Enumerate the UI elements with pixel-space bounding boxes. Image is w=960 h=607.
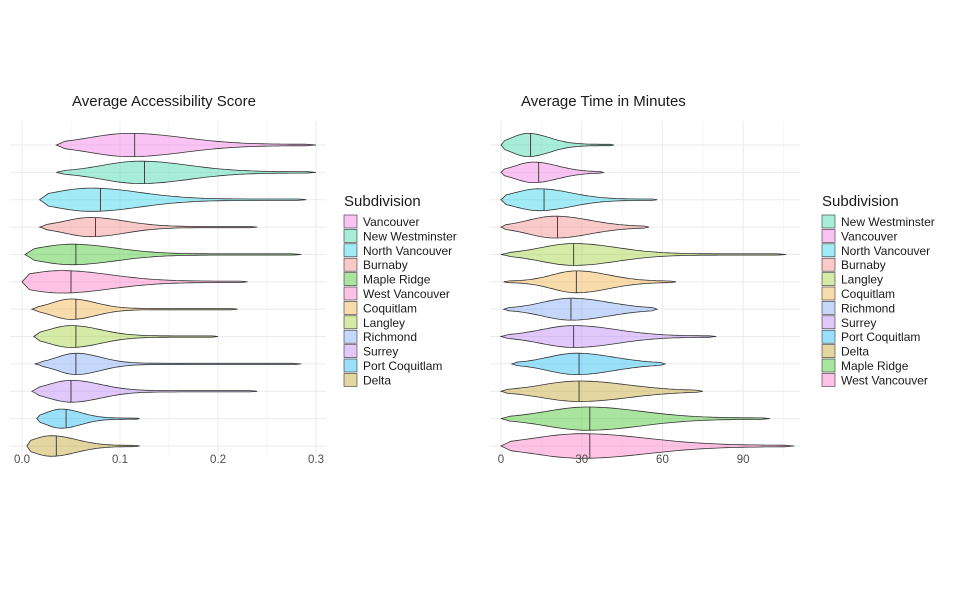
legend-label-surrey: Surrey [363, 345, 398, 359]
legend-swatch-surrey [343, 344, 358, 358]
legend-swatch-port-coquitlam [821, 329, 836, 344]
violin-north-vancouver [500, 188, 658, 212]
legend-swatch-delta [821, 344, 836, 358]
legend-label-delta: Delta [841, 345, 869, 359]
legend-label-coquitlam: Coquitlam [363, 301, 417, 315]
violin-new-westminster [500, 133, 615, 157]
legend-label-coquitlam: Coquitlam [841, 287, 895, 301]
violin-coquitlam [30, 298, 238, 320]
violin-langley [33, 325, 219, 348]
time-x-axis: 0 30 60 90 [498, 454, 750, 466]
violin-delta [26, 435, 140, 457]
violin-west-vancouver [500, 433, 795, 459]
x-tick-label: 0 [498, 454, 504, 466]
violin-surrey [499, 325, 717, 348]
legend-label-langley: Langley [363, 316, 405, 330]
legend-swatch-maple-ridge [343, 272, 358, 286]
legend-swatch-new-westminster [821, 214, 836, 229]
violin-langley [500, 243, 787, 266]
legend-label-delta: Delta [363, 373, 391, 387]
legend-swatch-west-vancouver [343, 286, 358, 301]
violin-west-vancouver [21, 270, 248, 294]
time-minutes-panel: Average Time in Minutes 0 30 60 90 Subdivis… [490, 93, 935, 466]
legend-title: Subdivision [822, 193, 899, 210]
legend-label-vancouver: Vancouver [841, 229, 897, 243]
legend-label-port-coquitlam: Port Coquitlam [841, 330, 920, 344]
legend-title: Subdivision [344, 193, 421, 210]
accessibility-chart-title: Average Accessibility Score [72, 93, 256, 110]
legend-label-surrey: Surrey [841, 316, 876, 330]
violin-new-westminster [56, 160, 317, 184]
legend-label-vancouver: Vancouver [363, 215, 419, 229]
legend-swatch-delta [343, 373, 358, 387]
violin-surrey [30, 380, 258, 403]
violin-burnaby [500, 215, 650, 239]
violin-delta [499, 380, 703, 402]
violin-coquitlam [503, 270, 676, 294]
legend-swatch-north-vancouver [343, 243, 358, 258]
legend-swatch-richmond [343, 329, 358, 344]
violin-port-coquitlam [510, 352, 667, 375]
legend-swatch-burnaby [821, 257, 836, 272]
violin-richmond [502, 297, 659, 321]
accessibility-grid [10, 121, 326, 456]
violin-vancouver [55, 133, 317, 157]
violin-maple-ridge [500, 406, 771, 431]
legend-swatch-burnaby [343, 257, 358, 272]
x-tick-label: 0.3 [308, 454, 324, 466]
legend-swatch-north-vancouver [821, 243, 836, 258]
violin-port-coquitlam [36, 408, 140, 429]
legend-label-north-vancouver: North Vancouver [841, 244, 930, 258]
legend-label-north-vancouver: North Vancouver [363, 244, 452, 258]
violin-maple-ridge [24, 243, 302, 266]
legend-swatch-port-coquitlam [343, 358, 358, 373]
legend-label-new-westminster: New Westminster [363, 229, 457, 243]
legend-swatch-new-westminster [343, 229, 358, 243]
legend-swatch-west-vancouver [821, 373, 836, 387]
legend-label-burnaby: Burnaby [841, 258, 886, 272]
legend-swatch-maple-ridge [821, 358, 836, 373]
legend-swatch-langley [821, 272, 836, 286]
time-legend: Subdivision New WestminsterVancouverNorth… [821, 193, 935, 387]
violin-north-vancouver [38, 187, 307, 212]
accessibility-score-panel: Average Accessibility Score 0.0 0.1 0.2 0.3… [10, 93, 457, 466]
violin-burnaby [38, 217, 258, 238]
accessibility-violins [21, 133, 317, 457]
legend-label-richmond: Richmond [841, 301, 895, 315]
violin-vancouver [500, 161, 605, 183]
violin-richmond [34, 352, 302, 376]
legend-swatch-vancouver [343, 214, 358, 229]
legend-label-new-westminster: New Westminster [841, 215, 935, 229]
legend-label-richmond: Richmond [363, 330, 417, 344]
time-chart-title: Average Time in Minutes [521, 93, 686, 110]
legend-swatch-coquitlam [821, 286, 836, 301]
legend-label-maple-ridge: Maple Ridge [841, 359, 909, 373]
legend-label-burnaby: Burnaby [363, 258, 408, 272]
time-grid [490, 121, 800, 456]
x-tick-label: 0.1 [112, 454, 128, 466]
x-tick-label: 0.2 [210, 454, 226, 466]
time-violins [499, 133, 795, 459]
x-tick-label: 30 [575, 454, 588, 466]
legend-label-maple-ridge: Maple Ridge [363, 273, 431, 287]
legend-label-west-vancouver: West Vancouver [841, 373, 928, 387]
legend-label-west-vancouver: West Vancouver [363, 287, 450, 301]
legend-swatch-langley [343, 315, 358, 330]
x-tick-label: 0.0 [14, 454, 30, 466]
legend-swatch-richmond [821, 301, 836, 315]
legend-swatch-coquitlam [343, 301, 358, 315]
legend-swatch-vancouver [821, 229, 836, 243]
legend-swatch-surrey [821, 315, 836, 330]
x-tick-label: 60 [656, 454, 669, 466]
legend-label-langley: Langley [841, 273, 883, 287]
accessibility-x-axis: 0.0 0.1 0.2 0.3 [14, 454, 324, 466]
legend-label-port-coquitlam: Port Coquitlam [363, 359, 442, 373]
x-tick-label: 90 [737, 454, 750, 466]
